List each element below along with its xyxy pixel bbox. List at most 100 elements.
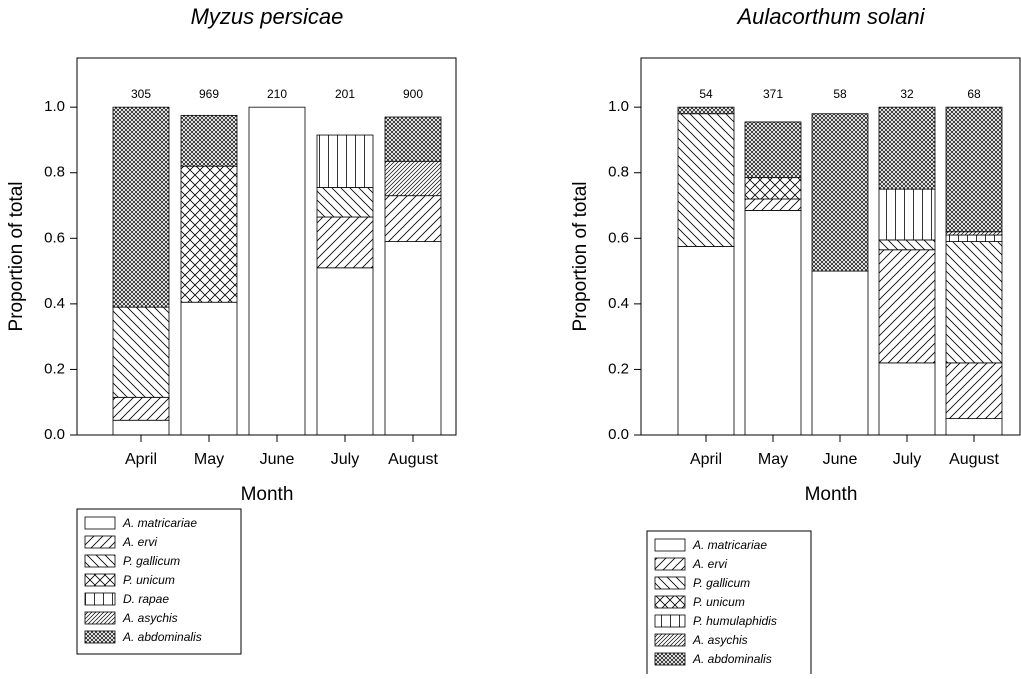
x-tick-label: May xyxy=(758,451,788,468)
legend-label: A. matricariae xyxy=(122,516,197,530)
bar-segment xyxy=(316,134,374,188)
bar-total: 969 xyxy=(199,87,219,101)
legend-swatch xyxy=(654,595,686,609)
bar-segment xyxy=(316,216,374,269)
legend-swatch xyxy=(84,573,116,587)
x-tick-label: April xyxy=(690,451,722,468)
y-tick-label: 0.8 xyxy=(44,164,65,181)
plot-frame xyxy=(640,57,1021,436)
y-axis-label: Proportion of total xyxy=(570,182,591,332)
bar-segment xyxy=(744,177,802,200)
legend-label: D. rapae xyxy=(123,592,169,606)
x-axis-label: Month xyxy=(241,484,294,505)
bar-segment xyxy=(744,198,802,211)
legend-label: P. gallicum xyxy=(693,576,750,590)
bar-segment xyxy=(248,106,306,436)
bar-segment xyxy=(878,188,936,241)
bar-segment xyxy=(180,114,238,167)
legend-swatch xyxy=(654,557,686,571)
legend-label: P. gallicum xyxy=(123,554,180,568)
legend-swatch xyxy=(654,538,686,552)
bar-segment xyxy=(744,121,802,179)
legend-label: A. asychis xyxy=(122,611,178,625)
bar-segment xyxy=(811,270,869,436)
bar-total: 68 xyxy=(967,87,981,101)
legend-label: A. abdominalis xyxy=(122,630,202,644)
legend-swatch xyxy=(84,592,116,606)
legend-label: P. unicum xyxy=(123,573,175,587)
x-tick-label: August xyxy=(949,451,999,468)
bar-segment xyxy=(945,231,1003,236)
bar-total: 201 xyxy=(335,87,355,101)
bar-total: 58 xyxy=(833,87,847,101)
y-tick-label: 0.8 xyxy=(608,164,629,181)
x-tick-label: May xyxy=(194,451,224,468)
bar-segment xyxy=(677,106,735,115)
bar-segment xyxy=(180,301,238,436)
legend-label: A. matricariae xyxy=(692,538,767,552)
bar-segment xyxy=(384,116,442,162)
legend-swatch xyxy=(84,535,116,549)
y-tick-label: 1.0 xyxy=(608,98,629,115)
legend-swatch xyxy=(654,614,686,628)
legend-swatch xyxy=(84,516,116,530)
bar-segment xyxy=(316,267,374,436)
bar-total: 54 xyxy=(699,87,713,101)
chart-title: Aulacorthum solani xyxy=(735,4,925,29)
x-tick-label: June xyxy=(260,451,295,468)
bar-segment xyxy=(677,246,735,436)
plot-frame xyxy=(76,57,457,436)
bar-total: 305 xyxy=(131,87,151,101)
legend-label: A. abdominalis xyxy=(692,652,772,666)
bar-segment xyxy=(384,160,442,197)
bar-segment xyxy=(384,241,442,436)
bar-segment xyxy=(677,113,735,247)
bar-segment xyxy=(384,195,442,242)
bar-segment xyxy=(744,210,802,436)
x-tick-label: August xyxy=(388,451,438,468)
legend-label: A. ervi xyxy=(122,535,157,549)
bar-total: 371 xyxy=(763,87,783,101)
bar-segment xyxy=(112,396,170,421)
y-tick-label: 1.0 xyxy=(44,98,65,115)
legend-label: P. unicum xyxy=(693,595,745,609)
chart-title: Myzus persicae xyxy=(191,4,344,29)
y-tick-label: 0.0 xyxy=(44,426,65,443)
x-tick-label: July xyxy=(331,451,359,468)
y-tick-label: 0.6 xyxy=(44,229,65,246)
x-tick-label: June xyxy=(823,451,858,468)
bar-segment xyxy=(112,306,170,398)
y-axis-label: Proportion of total xyxy=(6,182,27,332)
y-tick-label: 0.4 xyxy=(44,295,65,312)
y-tick-label: 0.0 xyxy=(608,426,629,443)
y-tick-label: 0.4 xyxy=(608,295,629,312)
legend-label: A. asychis xyxy=(692,633,748,647)
legend-label: A. ervi xyxy=(692,557,727,571)
bar-segment xyxy=(878,249,936,364)
legend-swatch xyxy=(84,554,116,568)
x-tick-label: July xyxy=(893,451,921,468)
bar-segment xyxy=(112,419,170,436)
bar-segment xyxy=(112,106,170,308)
y-tick-label: 0.6 xyxy=(608,229,629,246)
bar-total: 210 xyxy=(267,87,287,101)
bar-segment xyxy=(878,362,936,436)
bar-segment xyxy=(878,239,936,251)
x-tick-label: April xyxy=(125,451,157,468)
bar-total: 900 xyxy=(403,87,423,101)
bar-segment xyxy=(878,106,936,190)
bar-segment xyxy=(945,234,1003,242)
bar-segment xyxy=(316,187,374,218)
bar-segment xyxy=(945,241,1003,364)
legend-swatch xyxy=(654,576,686,590)
legend-swatch xyxy=(654,633,686,647)
y-tick-label: 0.2 xyxy=(44,360,65,377)
legend-swatch xyxy=(84,630,116,644)
legend-swatch xyxy=(654,652,686,666)
bar-segment xyxy=(945,418,1003,436)
legend-label: P. humulaphidis xyxy=(693,614,777,628)
y-tick-label: 0.2 xyxy=(608,360,629,377)
x-axis-label: Month xyxy=(805,484,858,505)
bar-segment xyxy=(180,165,238,303)
